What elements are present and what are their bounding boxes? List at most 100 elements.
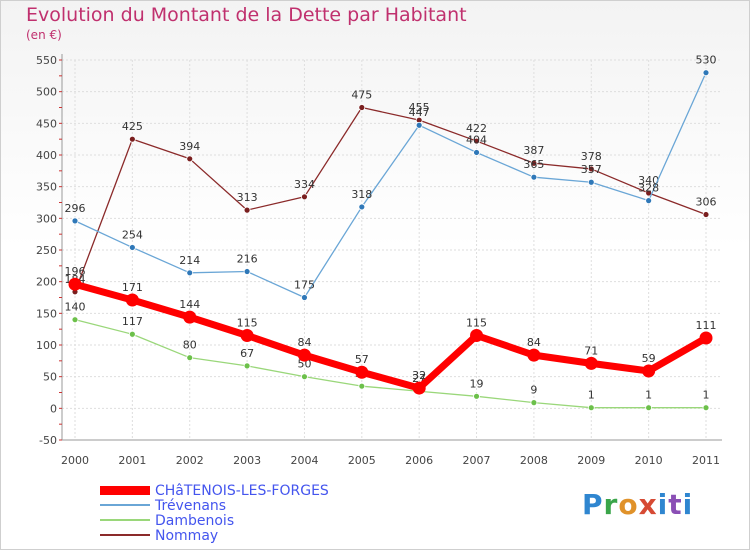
legend-label-chatenois: CHâTENOIS-LES-FORGES <box>155 483 329 499</box>
data-point <box>358 104 366 111</box>
legend-swatch-trevenans <box>100 504 150 506</box>
data-label: 214 <box>179 254 200 267</box>
data-label: 19 <box>470 377 484 390</box>
data-point <box>530 173 538 181</box>
data-label: 306 <box>696 196 717 209</box>
y-tick-label: 150 <box>36 307 57 320</box>
data-label: 387 <box>523 144 544 157</box>
data-point <box>470 329 484 342</box>
logo-letter: t <box>668 488 683 521</box>
data-label: 32 <box>412 369 426 382</box>
data-point <box>128 244 136 251</box>
data-label: 171 <box>122 281 143 294</box>
y-tick-label: 550 <box>36 54 57 67</box>
data-point <box>125 293 139 307</box>
chart-title: Evolution du Montant de la Dette par Hab… <box>26 4 467 26</box>
y-tick-label: 450 <box>36 117 57 130</box>
data-point <box>301 373 308 381</box>
data-label: 318 <box>351 188 372 201</box>
data-point <box>587 178 595 186</box>
y-tick-label: 100 <box>36 339 57 352</box>
data-label: 67 <box>240 347 254 360</box>
data-label: 111 <box>696 319 717 332</box>
y-tick-label: 0 <box>50 402 57 415</box>
data-label: 328 <box>638 182 659 195</box>
data-label: 1 <box>703 389 710 402</box>
data-point <box>243 206 251 214</box>
x-tick-label: 2005 <box>348 454 376 467</box>
data-point <box>243 268 251 275</box>
x-tick-label: 2007 <box>463 454 491 467</box>
data-point <box>301 193 308 201</box>
data-label: 313 <box>237 191 258 204</box>
x-tick-label: 2004 <box>290 454 318 467</box>
data-label: 196 <box>65 265 86 278</box>
data-label: 455 <box>409 101 430 114</box>
data-label: 84 <box>527 336 541 349</box>
data-point <box>473 149 480 156</box>
data-point <box>645 197 653 205</box>
data-label: 84 <box>297 336 311 349</box>
series-line <box>74 106 707 293</box>
data-label: 175 <box>294 279 315 292</box>
y-tick-label: 200 <box>36 276 57 289</box>
x-tick-label: 2003 <box>233 454 261 467</box>
data-label: 296 <box>65 202 86 215</box>
logo-letter: r <box>603 488 619 521</box>
y-tick-label: -50 <box>39 434 57 447</box>
data-label: 425 <box>122 120 143 133</box>
x-tick-label: 2001 <box>118 454 146 467</box>
y-tick-label: 50 <box>43 371 57 384</box>
data-point <box>186 155 194 163</box>
data-label: 447 <box>409 106 430 119</box>
data-label: 57 <box>355 353 369 366</box>
data-point <box>412 381 426 395</box>
data-point <box>186 354 194 362</box>
data-point <box>587 165 595 173</box>
data-label: 80 <box>183 339 197 352</box>
data-label: 216 <box>237 253 258 266</box>
data-point <box>527 348 541 362</box>
logo-letter: x <box>638 488 658 521</box>
data-label: 115 <box>237 317 258 330</box>
logo-letter: o <box>618 488 639 521</box>
data-point <box>128 135 136 143</box>
logo-letter: P <box>582 488 604 521</box>
data-point <box>702 69 710 77</box>
data-point <box>645 404 653 412</box>
series-line <box>74 72 707 299</box>
data-label: 117 <box>122 315 143 328</box>
data-point <box>358 382 366 390</box>
data-point <box>473 137 480 145</box>
data-label: 422 <box>466 122 487 135</box>
logo-letter: i <box>657 488 669 521</box>
data-point <box>358 203 366 211</box>
y-tick-label: 500 <box>36 86 57 99</box>
data-point <box>702 404 710 412</box>
legend-swatch-chatenois <box>100 486 150 495</box>
x-tick-label: 2008 <box>520 454 548 467</box>
series-line <box>74 319 706 409</box>
legend-swatch-nommay <box>100 534 150 536</box>
legend-swatch-dambenois <box>100 519 150 521</box>
legend-label-trevenans: Trévenans <box>155 498 227 514</box>
data-label: 340 <box>638 174 659 187</box>
y-tick-label: 300 <box>36 212 57 225</box>
data-label: 334 <box>294 178 315 191</box>
data-point <box>642 364 656 378</box>
data-point <box>71 316 79 324</box>
x-tick-label: 2002 <box>176 454 204 467</box>
series-line <box>74 280 708 392</box>
data-label: 71 <box>584 344 598 357</box>
x-tick-label: 2010 <box>635 454 663 467</box>
data-point <box>587 404 595 412</box>
data-point <box>530 399 538 407</box>
data-label: 394 <box>179 140 200 153</box>
y-tick-label: 400 <box>36 149 57 162</box>
x-tick-label: 2000 <box>61 454 89 467</box>
data-point <box>68 277 82 291</box>
x-tick-label: 2009 <box>577 454 605 467</box>
chart-subtitle: (en €) <box>26 28 62 42</box>
data-label: 475 <box>351 89 372 102</box>
logo-letter: i <box>682 488 694 521</box>
